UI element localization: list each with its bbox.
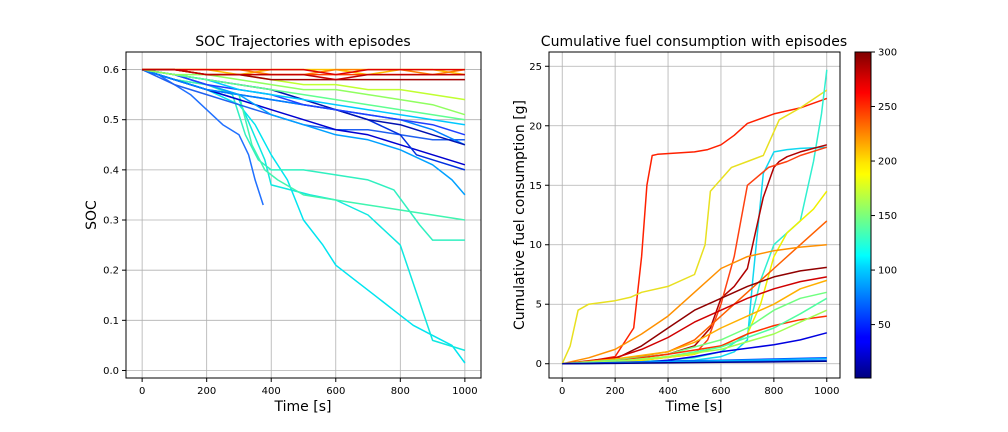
colorbar-tick-label: 100	[878, 266, 897, 277]
soc-series-line	[141, 68, 466, 126]
fuel-x-axis-label: Time [s]	[665, 399, 723, 415]
fuel-x-tick-label: 400	[658, 386, 677, 397]
fuel-chart: Cumulative fuel consumption with episode…	[512, 34, 847, 415]
fuel-series-line	[562, 146, 828, 365]
soc-series-line	[141, 68, 466, 136]
soc-x-tick-label: 200	[197, 386, 216, 397]
soc-x-tick-label: 800	[391, 386, 410, 397]
soc-plot-area	[141, 68, 466, 364]
soc-x-tick-label: 0	[139, 386, 145, 397]
soc-series-line	[141, 68, 466, 121]
soc-series-line	[141, 68, 466, 146]
fuel-axes-frame	[548, 51, 841, 379]
soc-axes-frame	[125, 51, 482, 379]
fuel-grid	[549, 52, 840, 378]
colorbar-tick-label: 200	[878, 157, 897, 168]
fuel-series-line	[562, 360, 827, 365]
soc-y-tick-label: 0.5	[103, 115, 119, 126]
soc-x-axis-label: Time [s]	[274, 399, 332, 415]
soc-y-tick-label: 0.6	[103, 65, 119, 76]
soc-y-tick-label: 0.0	[103, 366, 119, 377]
fuel-series-line	[562, 266, 827, 365]
colorbar-tick-label: 50	[878, 320, 891, 331]
soc-series-line	[141, 68, 466, 116]
fuel-series-line	[562, 220, 828, 365]
soc-series-line	[142, 68, 465, 76]
fuel-series-line	[562, 309, 828, 365]
fuel-x-tick-label: 800	[764, 386, 783, 397]
fuel-series-line	[562, 279, 828, 365]
fuel-series-line	[562, 291, 827, 365]
fuel-x-tick-label: 600	[711, 386, 730, 397]
soc-y-tick-label: 0.2	[103, 266, 119, 277]
soc-x-tick-label: 600	[326, 386, 345, 397]
soc-y-tick-label: 0.1	[103, 316, 119, 327]
soc-y-tick-label: 0.4	[103, 165, 119, 176]
fuel-chart-title: Cumulative fuel consumption with episode…	[541, 34, 847, 50]
soc-chart: SOC Trajectories with episodes 0 200 400 60…	[84, 34, 482, 415]
fuel-series-line	[562, 146, 827, 365]
fuel-y-tick-label: 25	[529, 62, 542, 73]
colorbar-tick-label: 150	[878, 211, 897, 222]
colorbar-tick-label: 300	[878, 48, 897, 59]
colorbar: 50 100 150 200 250 300	[854, 48, 897, 379]
fuel-series-line	[562, 144, 827, 365]
soc-x-tick-label: 1000	[452, 386, 477, 397]
fuel-y-tick-label: 15	[529, 181, 542, 192]
fuel-y-tick-label: 5	[536, 300, 542, 311]
fuel-y-axis-label: Cumulative fuel consumption [g]	[512, 100, 528, 330]
colorbar-tick-label: 250	[878, 102, 897, 113]
fuel-series-line	[562, 276, 827, 365]
soc-y-tick-label: 0.3	[103, 216, 119, 227]
fuel-series-line	[562, 97, 828, 365]
fuel-series-line	[562, 69, 828, 365]
fuel-x-tick-label: 1000	[814, 386, 839, 397]
fuel-plot-area	[561, 69, 828, 365]
soc-series-line	[142, 68, 465, 81]
fuel-y-tick-label: 10	[529, 240, 542, 251]
soc-series-line	[141, 68, 466, 146]
soc-chart-title: SOC Trajectories with episodes	[195, 34, 410, 50]
fuel-series-line	[561, 89, 828, 365]
colorbar-ticks: 50 100 150 200 250 300	[871, 48, 897, 331]
soc-series-line	[141, 68, 466, 196]
fuel-x-tick-label: 0	[559, 386, 565, 397]
fuel-series-line	[562, 243, 827, 365]
fuel-series-line	[562, 190, 828, 365]
soc-series-line	[141, 68, 466, 364]
fuel-y-tick-label: 0	[536, 359, 542, 370]
colorbar-gradient	[854, 51, 872, 379]
soc-ticks: 0 200 400 600 800 1000 0.0 0.1 0.2 0.3 0.4 0.5 0.6	[103, 65, 477, 397]
fuel-y-tick-label: 20	[529, 121, 542, 132]
soc-series-line	[141, 68, 264, 206]
soc-y-axis-label: SOC	[84, 200, 100, 230]
soc-x-tick-label: 400	[262, 386, 281, 397]
fuel-ticks: 0 200 400 600 800 1000 0 5 10 15 20 25	[529, 62, 839, 397]
fuel-x-tick-label: 200	[606, 386, 625, 397]
